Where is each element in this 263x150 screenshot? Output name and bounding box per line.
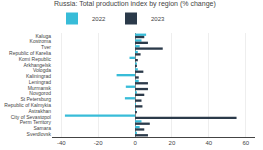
svg-text:Leningrad: Leningrad xyxy=(29,79,51,85)
svg-text:Kaluga: Kaluga xyxy=(35,33,51,39)
svg-text:60: 60 xyxy=(242,140,249,146)
svg-text:2023: 2023 xyxy=(151,16,165,22)
svg-text:Kostroma: Kostroma xyxy=(30,38,52,44)
svg-text:Arkhangelsk: Arkhangelsk xyxy=(23,62,51,68)
svg-text:40: 40 xyxy=(206,140,213,146)
svg-text:2022: 2022 xyxy=(92,16,106,22)
svg-text:St Petersburg: St Petersburg xyxy=(20,96,51,102)
svg-text:Astrakhan: Astrakhan xyxy=(28,108,51,114)
svg-text:City of Sevastopol: City of Sevastopol xyxy=(11,114,51,120)
svg-text:Kaliningrad: Kaliningrad xyxy=(26,73,51,79)
svg-text:Tver: Tver xyxy=(41,44,51,50)
svg-text:0: 0 xyxy=(133,140,137,146)
svg-text:Perm Territory: Perm Territory xyxy=(20,119,52,125)
svg-text:20: 20 xyxy=(169,140,176,146)
svg-text:Komi Republic: Komi Republic xyxy=(19,56,52,62)
svg-text:Novgorod: Novgorod xyxy=(29,90,51,96)
svg-text:Vologda: Vologda xyxy=(33,67,51,73)
svg-text:Sverdlovsk: Sverdlovsk xyxy=(27,131,52,137)
svg-text:Murmansk: Murmansk xyxy=(28,85,52,91)
svg-text:Russia: Total production index: Russia: Total production index by region… xyxy=(54,0,216,8)
svg-text:Republic of Karelia: Republic of Karelia xyxy=(9,50,51,56)
svg-text:-20: -20 xyxy=(94,140,103,146)
svg-text:Samara: Samara xyxy=(33,125,51,131)
svg-text:Republic of Kalmykia: Republic of Kalmykia xyxy=(4,102,51,108)
svg-text:-40: -40 xyxy=(57,140,66,146)
